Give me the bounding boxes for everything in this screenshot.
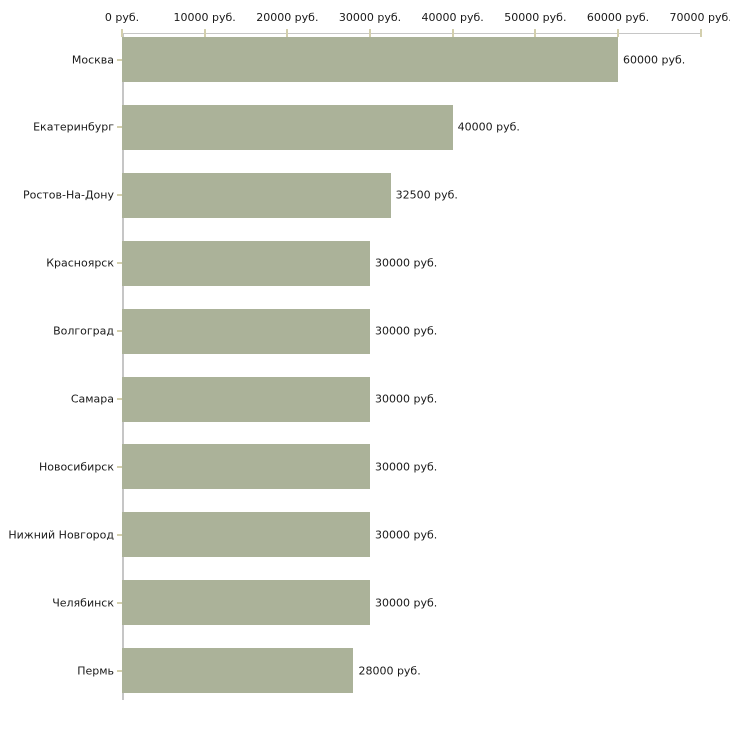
category-tick-mark xyxy=(117,330,122,333)
bar xyxy=(122,308,370,354)
y-axis-line xyxy=(122,33,124,700)
category-tick-mark xyxy=(117,465,122,468)
category-tick-mark xyxy=(117,601,122,604)
value-label: 30000 руб. xyxy=(375,596,438,610)
category-label: Красноярск xyxy=(46,256,114,270)
category-label: Екатеринбург xyxy=(33,120,114,134)
bar xyxy=(122,240,370,286)
x-tick-label: 0 руб. xyxy=(104,11,140,24)
category-label: Самара xyxy=(70,392,114,406)
category-label: Челябинск xyxy=(52,596,114,610)
bar xyxy=(122,512,370,558)
category-label: Пермь xyxy=(77,664,114,678)
category-tick-mark xyxy=(117,194,122,197)
x-tick-label: 70000 руб. xyxy=(669,11,730,24)
category-tick-mark xyxy=(117,58,122,61)
bar xyxy=(122,648,354,694)
category-label: Ростов-На-Дону xyxy=(22,188,114,202)
x-tick-label: 60000 руб. xyxy=(586,11,650,24)
value-label: 30000 руб. xyxy=(375,528,438,542)
x-axis-line xyxy=(122,33,701,34)
x-tick-mark xyxy=(617,29,619,37)
value-label: 40000 руб. xyxy=(457,120,520,134)
x-tick-mark xyxy=(369,29,371,37)
category-tick-mark xyxy=(117,533,122,536)
category-label: Москва xyxy=(71,53,114,66)
value-label: 32500 руб. xyxy=(395,188,458,202)
x-tick-mark xyxy=(121,29,123,37)
x-tick-label: 40000 руб. xyxy=(421,11,484,24)
category-label: Нижний Новгород xyxy=(8,528,114,542)
x-tick-mark xyxy=(203,29,206,37)
category-tick-mark xyxy=(117,126,122,129)
x-tick-label: 50000 руб. xyxy=(504,11,567,24)
x-tick-label: 10000 руб. xyxy=(173,11,236,24)
x-tick-label: 20000 руб. xyxy=(256,11,319,24)
category-tick-mark xyxy=(117,669,122,672)
value-label: 30000 руб. xyxy=(375,324,438,338)
bar xyxy=(122,172,391,218)
value-label: 30000 руб. xyxy=(375,392,438,406)
x-tick-mark xyxy=(286,29,289,37)
x-tick-label: 30000 руб. xyxy=(338,11,402,24)
value-label: 30000 руб. xyxy=(375,256,438,270)
category-label: Новосибирск xyxy=(38,460,114,474)
category-label: Волгоград xyxy=(53,324,114,338)
bar xyxy=(122,37,618,82)
value-label: 30000 руб. xyxy=(375,460,438,474)
category-tick-mark xyxy=(117,262,122,265)
x-tick-mark xyxy=(699,29,702,37)
x-tick-mark xyxy=(451,29,454,37)
x-tick-mark xyxy=(534,29,537,37)
category-tick-mark xyxy=(117,398,122,400)
bar xyxy=(122,580,370,626)
bar xyxy=(122,104,453,150)
value-label: 28000 руб. xyxy=(358,664,421,678)
bar xyxy=(122,444,370,490)
value-label: 60000 руб. xyxy=(623,53,686,66)
bar xyxy=(122,376,370,422)
